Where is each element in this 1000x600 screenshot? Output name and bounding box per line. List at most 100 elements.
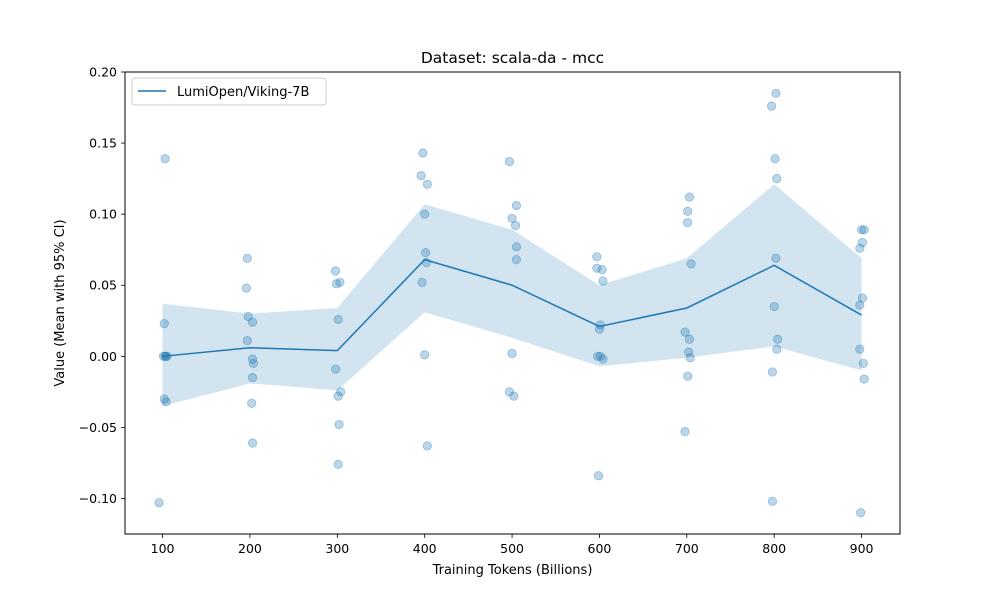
scatter-point: [511, 255, 522, 265]
scatter-point: [242, 336, 252, 346]
chart-title: Dataset: scala-da - mcc: [421, 49, 604, 67]
scatter-point: [507, 348, 517, 359]
scatter-point: [504, 156, 515, 167]
x-tick-label: 500: [500, 541, 524, 556]
x-tick-label: 300: [325, 541, 349, 556]
y-tick-label: 0.10: [89, 207, 117, 222]
scatter-point: [594, 324, 605, 334]
scatter-point: [855, 243, 865, 253]
x-tick-label: 400: [413, 541, 437, 556]
scatter-point: [511, 242, 522, 252]
scatter-point: [330, 266, 341, 276]
scatter-point: [593, 351, 603, 361]
scatter-point: [856, 225, 867, 235]
scatter-point: [773, 334, 783, 344]
scatter-point: [683, 206, 693, 216]
x-axis: 100 200 300 400 500 600 700 800 900: [151, 534, 874, 556]
scatter-point: [772, 344, 782, 354]
scatter-point: [243, 311, 253, 322]
scatter-point: [683, 371, 693, 381]
scatter-point: [598, 276, 608, 286]
x-tick-label: 600: [588, 541, 612, 556]
scatter-point: [683, 218, 693, 228]
scatter-point: [247, 373, 258, 383]
scatter-point: [770, 154, 780, 164]
scatter-point: [422, 179, 432, 189]
scatter-point: [510, 220, 521, 231]
scatter-point: [418, 148, 428, 158]
scatter-point: [680, 427, 690, 437]
scatter-point: [416, 171, 426, 181]
scatter-point: [857, 293, 868, 303]
scatter-point: [767, 367, 778, 377]
scatter-point: [680, 327, 690, 337]
y-axis-title: Value (Mean with 95% CI): [53, 219, 68, 386]
legend-box: [131, 77, 327, 106]
scatter-point: [161, 397, 171, 407]
scatter-point: [417, 277, 427, 287]
scatter-point: [247, 317, 258, 327]
scatter-layer: [154, 88, 869, 518]
y-tick-label: −0.05: [79, 420, 117, 435]
scatter-point: [160, 154, 170, 164]
scatter-point: [769, 301, 779, 312]
scatter-point: [159, 394, 169, 404]
scatter-point: [771, 88, 781, 98]
legend-label: LumiOpen/Viking-7B: [177, 85, 309, 100]
scatter-point: [595, 351, 605, 361]
scatter-point: [420, 209, 430, 219]
y-tick-label: 0.15: [89, 136, 117, 151]
scatter-point: [247, 438, 258, 448]
scatter-point: [420, 247, 431, 258]
scatter-point: [511, 201, 522, 211]
scatter-point: [766, 101, 777, 111]
mean-line-layer: [162, 258, 862, 358]
y-tick-label: −0.10: [79, 491, 117, 506]
x-axis-title: Training Tokens (Billions): [432, 563, 593, 578]
scatter-point: [333, 391, 343, 401]
plot-area-frame: [124, 71, 901, 535]
scatter-point: [242, 253, 252, 263]
scatter-point: [597, 264, 607, 275]
scatter-point: [330, 364, 341, 374]
y-tick-label: 0.00: [89, 349, 117, 364]
scatter-point: [686, 259, 696, 269]
legend: LumiOpen/Viking-7B: [131, 77, 327, 106]
scatter-point: [683, 347, 694, 357]
scatter-point: [247, 398, 257, 408]
scatter-point: [592, 252, 602, 262]
scatter-point: [334, 419, 344, 430]
x-tick-label: 900: [850, 541, 874, 556]
scatter-point: [333, 459, 343, 469]
scatter-point: [247, 354, 258, 364]
scatter-point: [593, 471, 604, 481]
scatter-point: [859, 374, 869, 384]
scatter-point: [333, 314, 343, 324]
x-tick-label: 200: [238, 541, 262, 556]
scatter-point: [859, 225, 869, 235]
scatter-point: [507, 213, 517, 224]
scatter-point: [684, 334, 695, 344]
scatter-point: [154, 498, 164, 508]
scatter-point: [857, 237, 868, 248]
scatter-point: [598, 354, 608, 364]
scatter-point: [336, 387, 346, 397]
scatter-point: [855, 344, 865, 354]
scatter-point: [241, 283, 252, 293]
x-tick-label: 100: [151, 541, 175, 556]
x-tick-label: 800: [762, 541, 786, 556]
scatter-point: [335, 277, 345, 287]
scatter-point: [331, 279, 342, 289]
scatter-point: [684, 192, 695, 202]
scatter-point: [592, 263, 602, 273]
scatter-point: [858, 358, 868, 369]
scatter-point: [248, 358, 259, 369]
x-tick-label: 700: [675, 541, 699, 556]
scatter-point: [420, 350, 430, 360]
scatter-point: [159, 319, 169, 329]
scatter-point: [856, 508, 866, 518]
scatter-point: [422, 441, 432, 451]
scatter-point: [685, 353, 695, 363]
y-tick-label: 0.20: [89, 65, 117, 80]
